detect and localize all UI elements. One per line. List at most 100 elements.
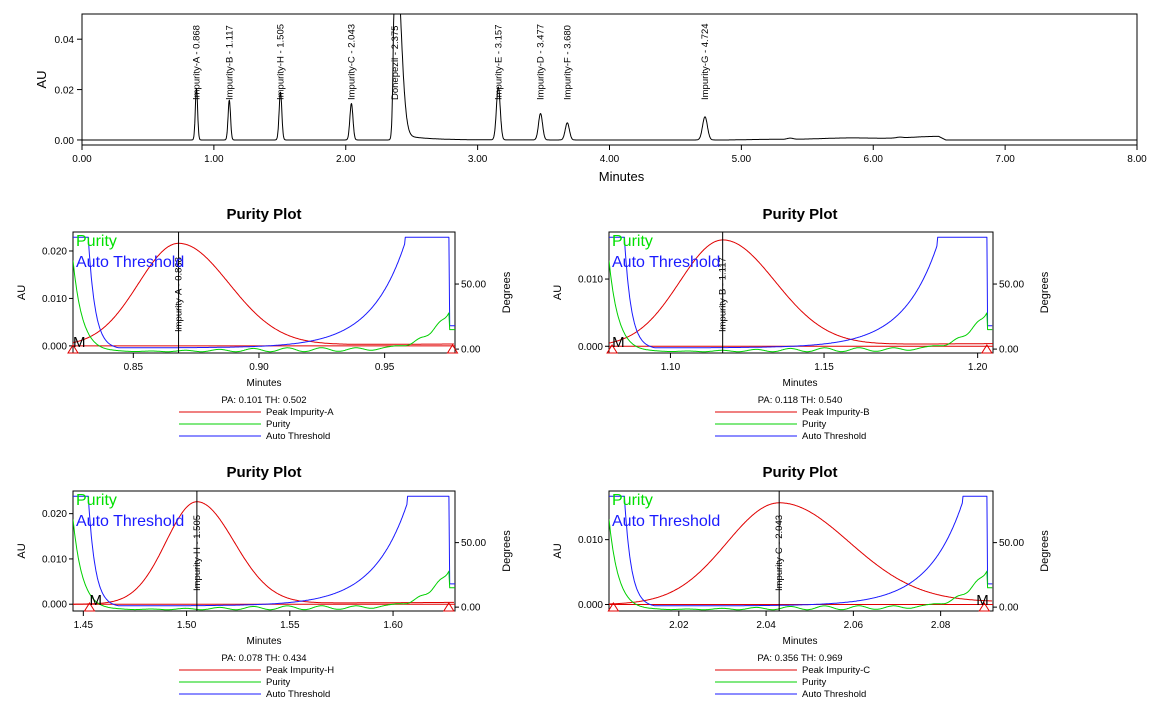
purity-integration-marker: [446, 344, 459, 354]
purity-legend-purity: Purity: [612, 492, 653, 509]
purity-legend-entry: Auto Threshold: [266, 431, 330, 442]
purity-apex-label: Impurity-A - 0.868: [174, 257, 185, 332]
main-peak-label: Impurity-B - 1.117: [224, 25, 235, 100]
purity-plot-1: Purity Plot 0.85 0.90 0.95 0.000 0.010 0.020 0.…: [16, 206, 513, 442]
purity-legend-entry: Purity: [802, 419, 827, 430]
purity-x-tick-label: 0.95: [375, 362, 395, 373]
purity-y-tick-label-right: 50.00: [999, 538, 1024, 549]
purity-legend-entry: Purity: [266, 419, 291, 430]
purity-legend-entry: Auto Threshold: [266, 689, 330, 700]
purity-y-tick-label-left: 0.010: [42, 554, 67, 565]
purity-y-tick-label-left: 0.000: [42, 341, 67, 352]
purity-pa-th-text: PA: 0.356 TH: 0.969: [757, 653, 842, 664]
main-y-tick-label: 0.04: [55, 35, 75, 46]
purity-legend-entry: Auto Threshold: [802, 431, 866, 442]
main-peak-label: Impurity-F - 3.680: [562, 25, 573, 100]
main-x-axis-label: Minutes: [599, 169, 645, 184]
purity-y-tick-label-right: 50.00: [999, 280, 1024, 291]
purity-peak-trace: [73, 242, 454, 345]
purity-y-tick-label-left: 0.020: [42, 509, 67, 520]
main-x-tick-label: 0.00: [72, 154, 92, 165]
purity-pa-th-text: PA: 0.101 TH: 0.502: [221, 395, 306, 406]
main-x-tick-label: 6.00: [864, 154, 884, 165]
purity-plot-title: Purity Plot: [762, 464, 837, 481]
purity-y-tick-label-right: 0.00: [461, 603, 481, 614]
purity-integration-marker: [442, 602, 455, 612]
purity-integration-marker: [67, 344, 79, 354]
purity-x-tick-label: 1.50: [177, 620, 197, 631]
purity-pa-th-text: PA: 0.118 TH: 0.540: [758, 395, 843, 406]
purity-x-tick-label: 1.45: [74, 620, 94, 631]
purity-plot-frame: [608, 231, 994, 354]
purity-plot-frame: [72, 490, 456, 612]
purity-integration-marker: [607, 602, 620, 612]
purity-y-tick-label-left: 0.010: [578, 535, 603, 546]
main-peak-label: Impurity-G - 4.724: [700, 23, 711, 100]
purity-y-axis-label-right: Degrees: [501, 271, 513, 313]
main-chromatogram-trace: [82, 14, 1137, 141]
purity-plot-title: Purity Plot: [226, 464, 301, 481]
purity-marker-label: M: [612, 334, 625, 351]
purity-x-tick-label: 2.02: [669, 620, 689, 631]
main-peak-label: Donepezil - 2.375: [390, 26, 401, 100]
purity-plot-3: Purity Plot 1.45 1.50 1.55 1.60 0.000 0.010 0.0…: [16, 464, 513, 700]
purity-legend-entry: Peak Impurity-A: [266, 407, 334, 418]
purity-y-axis-label-left: AU: [16, 285, 28, 300]
purity-y-tick-label-left: 0.010: [42, 294, 67, 305]
purity-x-tick-label: 2.08: [931, 620, 951, 631]
purity-legend-entry: Purity: [266, 677, 291, 688]
purity-legend-purity: Purity: [76, 492, 117, 509]
purity-x-axis-label: Minutes: [782, 636, 817, 647]
purity-marker-label: M: [73, 334, 86, 351]
purity-x-axis-label: Minutes: [246, 636, 281, 647]
purity-legend-entry: Purity: [802, 677, 827, 688]
purity-x-axis-label: Minutes: [246, 378, 281, 389]
main-peak-label: Impurity-D - 3.477: [536, 24, 547, 100]
purity-apex-label: Impurity-C - 2.043: [774, 515, 785, 591]
purity-integration-marker: [606, 344, 618, 354]
purity-legend-threshold: Auto Threshold: [612, 254, 720, 271]
purity-plot-traces: [609, 491, 993, 611]
main-peak-label: Impurity-A - 0.868: [191, 25, 202, 100]
main-x-tick-label: 5.00: [732, 154, 752, 165]
main-y-axis-label: AU: [34, 70, 49, 88]
purity-y-tick-label-left: 0.000: [42, 600, 67, 611]
purity-x-tick-label: 0.85: [124, 362, 144, 373]
main-x-tick-label: 7.00: [995, 154, 1015, 165]
purity-integration-marker: [978, 602, 991, 612]
main-x-tick-label: 2.00: [336, 154, 356, 165]
purity-integration-marker: [980, 344, 993, 354]
purity-x-tick-label: 1.55: [280, 620, 300, 631]
main-y-tick-label: 0.00: [55, 136, 75, 147]
purity-marker-label: M: [90, 592, 103, 609]
purity-plot-title: Purity Plot: [762, 206, 837, 223]
purity-y-axis-label-left: AU: [16, 543, 28, 558]
purity-plot-traces: [73, 491, 455, 611]
purity-y-tick-label-left: 0.010: [578, 275, 603, 286]
purity-y-axis-label-right: Degrees: [501, 530, 513, 572]
purity-legend-purity: Purity: [76, 233, 117, 250]
purity-x-tick-label: 2.06: [844, 620, 864, 631]
purity-legend-entry: Peak Impurity-C: [802, 665, 870, 676]
purity-peak-trace: [609, 502, 993, 605]
purity-threshold-trace: [609, 495, 993, 607]
purity-angle-trace: [73, 519, 455, 611]
purity-legend-entry: Auto Threshold: [802, 689, 866, 700]
main-peak-label: Impurity-E - 3.157: [493, 25, 504, 100]
purity-y-tick-label-left: 0.020: [42, 246, 67, 257]
purity-y-tick-label-right: 50.00: [461, 280, 486, 291]
purity-legend-purity: Purity: [612, 233, 653, 250]
purity-legend-entry: Peak Impurity-B: [802, 407, 870, 418]
purity-peak-trace: [73, 501, 454, 605]
purity-x-tick-label: 1.20: [968, 362, 988, 373]
purity-angle-trace: [609, 260, 993, 353]
main-y-tick-label: 0.02: [55, 86, 75, 97]
purity-y-axis-label-right: Degrees: [1039, 530, 1051, 572]
purity-x-tick-label: 1.10: [661, 362, 681, 373]
purity-y-tick-label-left: 0.000: [578, 600, 603, 611]
purity-marker-label: M: [976, 592, 989, 609]
main-x-tick-label: 4.00: [600, 154, 620, 165]
purity-plot-4: Purity Plot 2.02 2.04 2.06 2.08 0.000 0.010 0.0…: [552, 464, 1051, 700]
purity-pa-th-text: PA: 0.078 TH: 0.434: [221, 653, 306, 664]
purity-y-axis-label-left: AU: [552, 543, 564, 558]
